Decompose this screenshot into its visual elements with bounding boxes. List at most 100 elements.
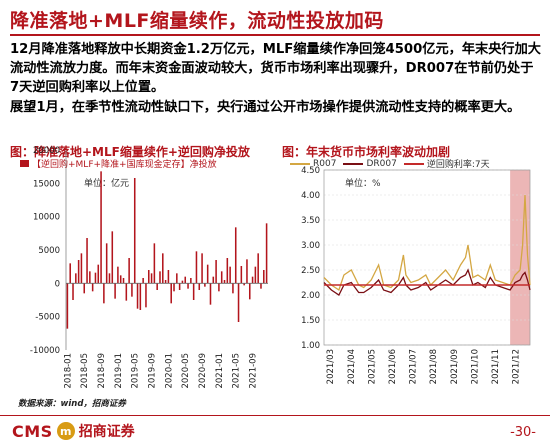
bar — [89, 271, 91, 284]
bar — [234, 227, 237, 284]
logo-mark-icon: m — [56, 422, 75, 440]
bar — [103, 283, 105, 304]
bar — [119, 275, 122, 284]
y-tick-label: 3.50 — [301, 216, 320, 226]
x-tick-label: 2021-09 — [249, 353, 259, 389]
bar — [125, 283, 128, 301]
bar — [122, 278, 125, 284]
legend-item-r007: R007 — [290, 159, 336, 169]
bar — [192, 283, 195, 300]
chart-2-title: 图：年末货币市场利率波动加剧 — [282, 145, 451, 159]
series-line — [323, 268, 531, 296]
bar — [263, 270, 265, 284]
company-name: 招商证券 — [78, 424, 135, 440]
bar — [142, 278, 144, 284]
x-tick-label: 2018-05 — [80, 353, 90, 389]
x-tick-label: 2021/06 — [388, 349, 398, 384]
y-tick-label: 20000 — [33, 146, 60, 156]
bar — [223, 280, 226, 284]
brand-logo: CMS m 招商证券 — [12, 421, 135, 441]
bar — [75, 273, 77, 284]
bar — [108, 273, 111, 284]
x-tick-label: 2021/08 — [429, 349, 439, 384]
y-tick-label: 2.00 — [301, 291, 320, 301]
x-tick-label: 2020-05 — [181, 353, 191, 389]
bar — [229, 266, 231, 284]
legend-dr007-label: DR007 — [366, 158, 397, 169]
legend-item-repo: 逆回购利率:7天 — [403, 157, 490, 170]
highlight-region — [510, 170, 530, 345]
bar — [164, 280, 167, 284]
bar — [147, 270, 150, 284]
paragraph-2-text: 展望1月，在季节性流动性缺口下，央行通过公开市场操作提供流动性支持的概率更大。 — [10, 100, 521, 115]
bar — [201, 253, 203, 284]
x-tick-label: 2021/07 — [409, 349, 419, 384]
y-tick-label: 5000 — [38, 246, 60, 256]
x-tick-label: 2019-05 — [131, 353, 141, 389]
legend-r007-label: R007 — [313, 158, 337, 169]
bar — [240, 266, 243, 284]
bar — [69, 263, 71, 284]
bar — [145, 283, 147, 308]
bar — [117, 266, 119, 284]
bar — [204, 283, 206, 287]
chart-1-title: 图：降准落地+MLF缩量续作+逆回购净投放 — [10, 145, 250, 159]
bar — [226, 258, 229, 284]
bar — [162, 253, 164, 284]
bar — [105, 243, 108, 284]
bar — [80, 253, 83, 284]
bar — [246, 259, 248, 284]
bar — [173, 283, 175, 292]
bar — [195, 251, 198, 284]
title-divider — [10, 34, 540, 36]
bar — [243, 283, 245, 286]
bar — [215, 260, 217, 284]
bar — [77, 260, 80, 284]
legend-repo-label: 逆回购利率:7天 — [426, 160, 490, 170]
bar — [94, 272, 97, 284]
x-tick-label: 2021/10 — [470, 349, 480, 384]
y-tick-label: 0 — [55, 279, 60, 289]
chart-2-unit: 单位：% — [345, 179, 381, 189]
chart-2-legend: R007 DR007 逆回购利率:7天 — [290, 157, 494, 170]
legend-item-dr007: DR007 — [343, 158, 397, 169]
bar — [232, 283, 234, 294]
x-tick-label: 2021/12 — [512, 349, 522, 384]
page-title: 降准落地+MLF缩量续作，流动性投放加码 — [10, 10, 384, 32]
bar — [114, 283, 116, 299]
bar — [237, 283, 240, 322]
chart-1-unit: 单位：亿元 — [84, 179, 130, 189]
x-tick-label: 2021/05 — [367, 349, 377, 384]
bar — [260, 283, 262, 289]
bar — [198, 283, 201, 290]
bar — [136, 283, 139, 309]
chart-1-legend-label: 【逆回购+MLF+降准+国库现金定存】净投放 — [32, 160, 217, 170]
bar — [153, 243, 156, 284]
bar — [156, 283, 158, 290]
plot-frame — [323, 169, 531, 346]
y-tick-label: -5000 — [35, 313, 60, 323]
bar — [265, 223, 268, 284]
bar — [254, 266, 257, 284]
bar — [248, 283, 251, 300]
y-tick-label: 4.50 — [301, 166, 320, 176]
bar — [97, 264, 100, 284]
data-source: 数据来源：wind，招商证券 — [18, 399, 126, 409]
y-tick-label: 1.00 — [301, 341, 320, 351]
bar — [111, 231, 114, 284]
bar — [83, 283, 86, 294]
bar — [218, 283, 220, 292]
x-tick-label: 2021/09 — [450, 349, 460, 384]
y-tick-label: 1.50 — [301, 316, 320, 326]
bar — [133, 178, 136, 284]
legend-swatch-icon — [20, 160, 29, 167]
bar — [176, 273, 178, 284]
x-tick-label: 2021/03 — [326, 349, 336, 384]
footer-divider — [0, 415, 550, 416]
line-swatch-icon — [343, 162, 364, 165]
bar — [128, 258, 130, 284]
x-tick-label: 2021/11 — [491, 349, 501, 384]
bar — [209, 283, 212, 305]
x-tick-label: 2021-01 — [215, 353, 225, 389]
bar — [251, 276, 254, 284]
